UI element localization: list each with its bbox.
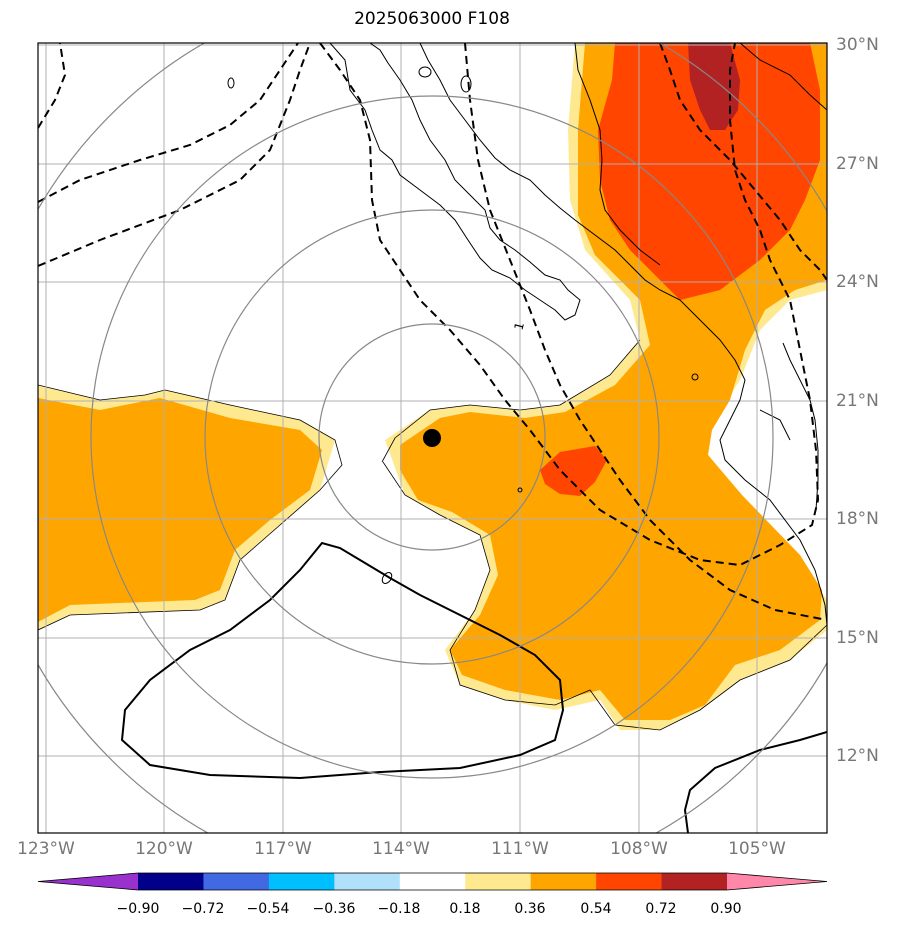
lon-label-114w: 114°W (372, 839, 430, 859)
anomaly-fill-red-orange (540, 43, 820, 496)
colorbar-tick-label: −0.90 (116, 901, 160, 917)
colorbar-segment (268, 873, 335, 890)
negative-contours (38, 43, 827, 621)
colorbar-outline (37, 872, 828, 891)
colorbar-segment (596, 873, 663, 890)
colorbar-segment (399, 873, 466, 890)
lat-label-24: 24°N (836, 272, 879, 292)
lat-label-18: 18°N (836, 509, 879, 529)
colorbar-tick-label: 0.90 (710, 901, 742, 917)
storm-center-marker (423, 429, 441, 447)
lon-label-123w: 123°W (17, 839, 75, 859)
colorbar-segment (334, 873, 401, 890)
graticule (38, 43, 827, 833)
colorbar (37, 872, 828, 891)
lon-label-108w: 108°W (610, 839, 668, 859)
positive-contours (120, 541, 827, 833)
colorbar-tick-label: −0.54 (246, 901, 290, 917)
colorbar-tick-label: 0.36 (514, 901, 546, 917)
colorbar-tick-label: 0.18 (449, 901, 481, 917)
colorbar-segment (203, 873, 270, 890)
lat-label-27: 27°N (836, 154, 879, 174)
range-rings (38, 43, 827, 833)
lat-label-30: 30°N (836, 35, 879, 55)
colorbar-tick-label: 0.72 (645, 901, 677, 917)
anomaly-fill-dark-red (688, 43, 740, 130)
colorbar-segment (138, 873, 204, 890)
contour-label: 1 (511, 321, 527, 332)
lon-label-111w: 111°W (491, 839, 549, 859)
map-plot-area: 1 (38, 43, 827, 833)
colorbar-tick-label: 0.54 (580, 901, 612, 917)
lon-label-120w: 120°W (135, 839, 193, 859)
lat-label-15: 15°N (836, 628, 879, 648)
colorbar-segment (530, 873, 597, 890)
map-title: 2025063000 F108 (354, 9, 510, 29)
colorbar-tick-label: −0.18 (377, 901, 421, 917)
lon-label-105w: 105°W (728, 839, 786, 859)
colorbar-segment (465, 873, 532, 890)
colorbar-tick-label: −0.36 (312, 901, 356, 917)
colorbar-extend-min (38, 873, 138, 890)
lat-label-12: 12°N (836, 746, 879, 766)
lon-label-117w: 117°W (254, 839, 312, 859)
colorbar-extend-max (727, 873, 827, 890)
colorbar-tick-label: −0.72 (181, 901, 225, 917)
colorbar-segment (661, 873, 728, 890)
plot-frame (37, 42, 828, 834)
lat-label-21: 21°N (836, 391, 879, 411)
